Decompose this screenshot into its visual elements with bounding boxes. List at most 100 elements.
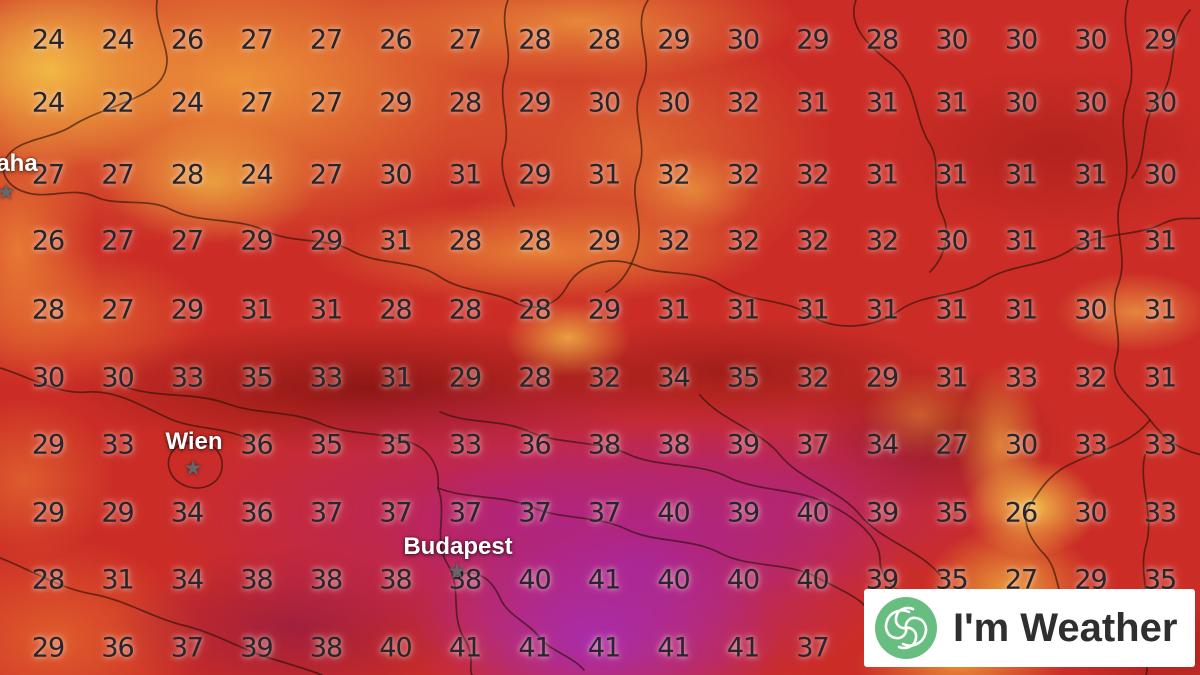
temperature-value: 35 (240, 362, 273, 394)
border-ne-corner (1131, 9, 1191, 179)
temperature-value: 40 (796, 497, 829, 529)
temperature-value: 31 (935, 294, 968, 326)
temperature-value: 32 (657, 159, 690, 191)
temperature-value: 31 (1074, 225, 1107, 257)
temperature-value: 29 (379, 87, 412, 119)
temperature-value: 32 (796, 362, 829, 394)
temperature-value: 32 (657, 225, 690, 257)
temperature-value: 28 (31, 564, 65, 596)
border-at-hu-vertical (437, 487, 473, 675)
temperature-value: 35 (379, 429, 412, 461)
temperature-value: 26 (170, 24, 204, 56)
temperature-value: 30 (1004, 24, 1038, 56)
temperature-value: 30 (935, 24, 968, 56)
temperature-value: 28 (518, 24, 551, 56)
border-hu-se-line (439, 411, 921, 601)
city-label-budapest: Budapest (403, 533, 513, 560)
temperature-value: 32 (726, 87, 760, 119)
temperature-value: 35 (726, 362, 760, 394)
temperature-value: 37 (170, 632, 204, 664)
temperature-value: 28 (518, 362, 551, 394)
temperature-value: 26 (1004, 497, 1038, 529)
temperature-value: 38 (309, 632, 343, 664)
temperature-value: 33 (1004, 362, 1038, 394)
temperature-value: 32 (726, 225, 760, 257)
temperature-value: 31 (796, 87, 829, 119)
border-cz-sk-north (515, 217, 1200, 327)
temperature-value: 41 (448, 632, 482, 664)
temperature-value: 30 (935, 225, 968, 257)
temperature-value: 30 (726, 24, 760, 56)
border-bottom-left (0, 557, 323, 675)
temperature-value: 33 (309, 362, 343, 394)
temperature-value: 39 (726, 429, 760, 461)
temperature-value: 30 (1074, 497, 1107, 529)
temperature-value: 26 (379, 24, 412, 56)
temperature-value: 33 (170, 362, 204, 394)
temperature-value: 31 (1074, 159, 1107, 191)
border-cz-at (127, 387, 440, 489)
temperature-value: 37 (518, 497, 551, 529)
city-label-wien: Wien (165, 428, 223, 455)
temperature-value: 31 (865, 294, 899, 326)
border-wien-loop (167, 441, 223, 489)
temperature-value: 24 (240, 159, 273, 191)
temperature-value: 36 (101, 632, 134, 664)
temperature-value: 29 (170, 294, 204, 326)
temperature-value: 29 (31, 429, 65, 461)
temperature-value: 32 (796, 225, 829, 257)
temperature-value: 41 (587, 564, 621, 596)
temperature-value: 31 (726, 294, 760, 326)
temperature-value: 33 (1143, 429, 1177, 461)
temperature-value: 38 (587, 429, 621, 461)
temperature-value: 27 (309, 24, 343, 56)
temperature-value: 32 (796, 159, 829, 191)
temperature-value: 32 (587, 362, 621, 394)
temperature-value: 31 (935, 159, 968, 191)
temperature-value: 30 (31, 362, 65, 394)
temperature-value: 28 (379, 294, 412, 326)
temperature-value: 31 (448, 159, 482, 191)
temperature-value: 29 (101, 497, 134, 529)
temperature-value: 28 (518, 294, 551, 326)
temperature-value: 30 (1143, 159, 1177, 191)
temperature-value: 40 (796, 564, 829, 596)
temperature-value: 38 (309, 564, 343, 596)
border-left-mid (0, 367, 251, 441)
temperature-value: 29 (657, 24, 690, 56)
temperature-value: 40 (657, 564, 690, 596)
temperature-value: 24 (31, 87, 65, 119)
border-carpathian-se (699, 394, 941, 576)
city-star-icon-budapest: ★ (447, 559, 467, 583)
temperature-value: 29 (31, 632, 65, 664)
temperature-value: 30 (657, 87, 690, 119)
temperature-value: 40 (518, 564, 551, 596)
temperature-value: 37 (796, 429, 829, 461)
temperature-value: 27 (31, 159, 65, 191)
temperature-value: 29 (448, 362, 482, 394)
temperature-value: 30 (1004, 87, 1038, 119)
temperature-value: 28 (865, 24, 899, 56)
temperature-value: 38 (448, 564, 482, 596)
temperature-value: 27 (101, 159, 134, 191)
temperature-value: 40 (379, 632, 412, 664)
temperature-value: 29 (240, 225, 273, 257)
temperature-value: 37 (796, 632, 829, 664)
temperature-value: 30 (1074, 294, 1107, 326)
border-ne-vertical (1113, 0, 1200, 456)
temperature-value: 34 (657, 362, 690, 394)
temperature-value: 30 (1004, 429, 1038, 461)
temperature-value: 24 (101, 24, 134, 56)
temperature-value: 38 (657, 429, 690, 461)
temperature-value: 31 (796, 294, 829, 326)
temperature-value: 31 (101, 564, 134, 596)
border-top-right-diagonal (853, 0, 948, 273)
border-sk-hu (437, 487, 867, 609)
temperature-value: 30 (379, 159, 412, 191)
temperature-value: 31 (1143, 362, 1177, 394)
temperature-value: 41 (726, 632, 760, 664)
temperature-value: 31 (1143, 225, 1177, 257)
temperature-value: 27 (309, 159, 343, 191)
temperature-value: 27 (309, 87, 343, 119)
temperature-value: 27 (935, 429, 968, 461)
